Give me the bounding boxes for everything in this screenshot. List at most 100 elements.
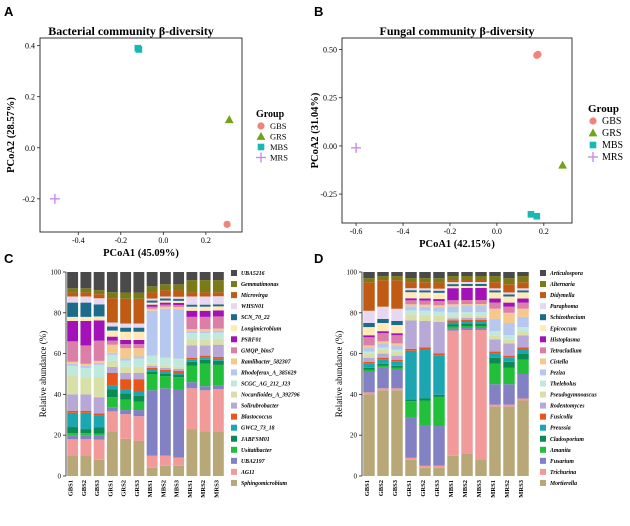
point-grs (558, 160, 568, 169)
bar-segment-ag11 (93, 439, 105, 460)
bar-segment-ramlibacter_582307 (80, 363, 92, 366)
bar-segment-ag11 (67, 439, 79, 456)
bar-segment-histoplasma (517, 298, 529, 303)
bar-segment-didymella (447, 280, 459, 283)
bar-segment-ag11 (159, 455, 171, 466)
legend-label: SCN_70_22 (241, 315, 270, 321)
bar-segment-peziza (405, 306, 417, 311)
bar-segment-uba2197 (146, 390, 158, 456)
bar-segment-jabfsm01 (199, 359, 211, 364)
bar-segment-jabfsm01 (146, 371, 158, 374)
point-mrs (49, 193, 60, 204)
bar-segment-gemmatimonas (67, 288, 79, 293)
bar-segment-cistella (363, 345, 375, 348)
x-category-label: GRS1 (107, 480, 114, 497)
bar-segment-scgc_ag_212_j23 (212, 332, 224, 339)
bar-segment-tetracladium (489, 302, 501, 309)
bar-segment-schizothecium (517, 290, 529, 293)
bar-segment-microvirga (212, 292, 224, 297)
legend-key (231, 270, 237, 276)
bar-segment-microvirga (159, 290, 171, 297)
bar-segment-psrf01 (120, 340, 132, 345)
bar-segment-paraphoma (503, 292, 515, 295)
bar-segment-blastococcus (120, 379, 132, 390)
bar-segment-solirubrobacter (159, 367, 171, 370)
bar-segment-jabfsm01 (133, 395, 145, 402)
bar-segment-gmqp_bins7 (159, 304, 171, 307)
legend-key (231, 468, 237, 475)
bar-segment-uba5216 (173, 272, 185, 285)
bar-segment-pseudogymnoascus (503, 339, 515, 344)
bar-segment-rhodoferax_a_385629 (106, 352, 118, 355)
bar-segment-whsn01 (80, 296, 92, 303)
x-category-label: MBS1 (448, 480, 455, 497)
x-category-label: MRS2 (200, 480, 207, 498)
legend-key (540, 347, 546, 354)
bar-segment-thelebolus (503, 335, 515, 340)
bar-segment-schizothecium (433, 290, 445, 293)
x-tick-label: 0.2 (201, 236, 211, 245)
x-tick-label: -0.4 (397, 227, 410, 236)
bar-segment-rodentomyces (489, 339, 501, 352)
bar-segment-gmqp_bins7 (80, 345, 92, 364)
bar-segment-tetracladium (419, 300, 431, 305)
bar-segment-gemmatimonas (120, 292, 132, 299)
bar-segment-didymella (377, 280, 389, 307)
bar-segment-ramlibacter_582307 (106, 344, 118, 353)
bar-segment-nocardioides_a_392796 (186, 339, 198, 346)
bar-segment-peziza (447, 306, 459, 313)
legend-label: Peziza (550, 370, 565, 376)
bar-segment-cladosporium (461, 324, 473, 326)
legend-key-mrs (256, 152, 266, 163)
bar-segment-gmqp_bins7 (120, 344, 132, 349)
bar-segment-gemmatimonas (146, 286, 158, 293)
bar-segment-paraphoma (475, 282, 487, 284)
legend-key-mrs (588, 152, 598, 162)
point-gbs (223, 220, 231, 228)
bar-segment-gwc2_73_18 (120, 389, 132, 394)
bar-segment-microvirga (146, 292, 158, 299)
bar-segment-longimicrobium (133, 331, 145, 340)
point-mbs (533, 212, 541, 220)
bar-segment-microvirga (120, 298, 132, 324)
bar-segment-fusicolla (419, 347, 431, 350)
bar-segment-solirubrobacter (212, 344, 224, 357)
bar-segment-usitatibacter (212, 364, 224, 386)
bar-segment-blastococcus (159, 369, 171, 372)
legend-label: AG11 (240, 470, 255, 476)
bar-segment-jabfsm01 (173, 375, 185, 378)
bar-segment-gwc2_73_18 (80, 412, 92, 430)
bar-segment-cistella (419, 304, 431, 307)
bar-segment-longimicrobium (186, 306, 198, 311)
y-tick-label: 0.50 (323, 46, 337, 55)
legend-label: GBS (270, 121, 287, 131)
bar-segment-epicoccum (363, 327, 375, 336)
bar-segment-scn_70_22 (186, 304, 198, 307)
x-axis-label: PCoA1 (45.09%) (103, 248, 179, 259)
panel-d-stacked-bar: D GBS1 GBS2 GBS3 GRS1 GRS2 GRS3 MBS1 MBS2 MBS3 MRS… (314, 251, 597, 498)
bar-segment-rhodoferax_a_385629 (212, 330, 224, 333)
legend-label: Didymella (549, 293, 575, 299)
x-category-label: MRS3 (213, 479, 220, 497)
bar-segment-sphingomicrobium (199, 431, 211, 476)
bar-segment-uba2197 (199, 386, 211, 391)
bar-segment-fusicolla (461, 320, 473, 322)
bar-segment-microvirga (186, 292, 198, 297)
bar-segment-paraphoma (447, 282, 459, 285)
bar-segment-epicoccum (377, 323, 389, 332)
bar-segment-fusarium (433, 426, 445, 466)
legend-title: Group (256, 109, 285, 120)
bar-segment-fusicolla (447, 320, 459, 323)
bar-segment-didymella (503, 284, 515, 293)
bar-segment-gwc2_73_18 (199, 357, 211, 360)
bar-segment-blastococcus (80, 410, 92, 413)
bar-segment-cistella (377, 341, 389, 344)
y-axis-label: PCoA2 (28.57%) (6, 97, 17, 173)
legend-key (540, 402, 546, 409)
bar-segment-solirubrobacter (67, 394, 79, 411)
bar-segment-blastococcus (106, 372, 118, 386)
bar-segment-thelebolus (517, 327, 529, 332)
bar-segment-gmqp_bins7 (67, 341, 79, 362)
bar-segment-trichurina (433, 465, 445, 468)
bar-segment-gmqp_bins7 (106, 340, 118, 345)
